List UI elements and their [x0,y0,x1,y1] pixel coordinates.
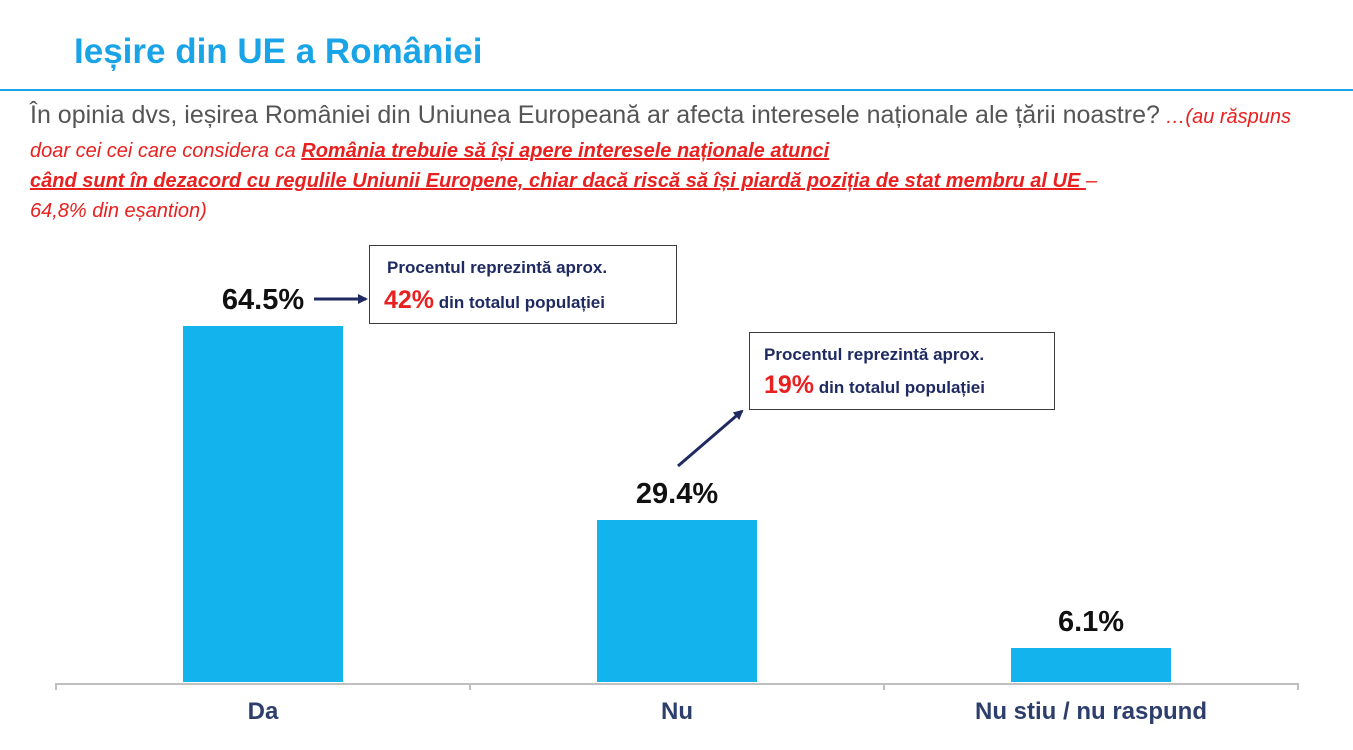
note-dash: – [1085,170,1097,192]
x-axis-tick [469,683,471,690]
bar-nu [597,519,757,682]
value-label-nu-stiu: 6.1% [1057,606,1125,639]
bar-da [183,326,343,682]
x-axis [55,683,1298,685]
category-label-da: Da [247,698,279,725]
category-label-nu: Nu [661,698,693,725]
category-label-nu-stiu: Nu stiu / nu raspund [975,698,1207,725]
question-text: În opinia dvs, ieșirea României din Uniu… [30,101,1160,129]
callout-nu-pct: 19% [764,371,815,399]
callout-da-line1: Procentul reprezintă aprox. [387,258,608,277]
note-highlight-line1: România trebuie să își apere interesele … [301,140,830,162]
x-axis-tick [55,683,57,690]
note-line-2: când sunt în dezacord cu regulile Uniuni… [30,166,1330,196]
x-axis-tick [883,683,885,690]
page-title: Ieșire din UE a României [74,32,483,71]
x-axis-tick [1297,683,1299,690]
note-suffix: 64,8% din eșantion) [30,200,207,222]
callout-nu-line2: din totalul populației [818,378,985,397]
bar-nu-stiu [1011,648,1171,682]
callout-da: Procentul reprezintă aprox. 42% din tota… [369,245,677,324]
value-label-nu: 29.4% [635,477,719,510]
callout-nu: Procentul reprezintă aprox. 19% din tota… [749,332,1055,410]
note-highlight-line2: când sunt în dezacord cu regulile Uniuni… [30,170,1086,192]
title-divider [0,89,1353,91]
value-label-da: 64.5% [221,284,305,316]
arrow-nu [677,409,744,468]
note-prefix: …(au răspuns doar cei cei care considera… [30,106,1292,162]
callout-da-line2: din totalul populației [438,293,605,312]
callout-nu-line1: Procentul reprezintă aprox. [764,345,985,364]
callout-da-pct: 42% [384,286,435,314]
callout-nu-line2-wrap: 19% din totalul populației [764,371,985,400]
survey-question: În opinia dvs, ieșirea României din Uniu… [30,98,1330,226]
callout-da-line2-wrap: 42% din totalul populației [384,286,605,315]
